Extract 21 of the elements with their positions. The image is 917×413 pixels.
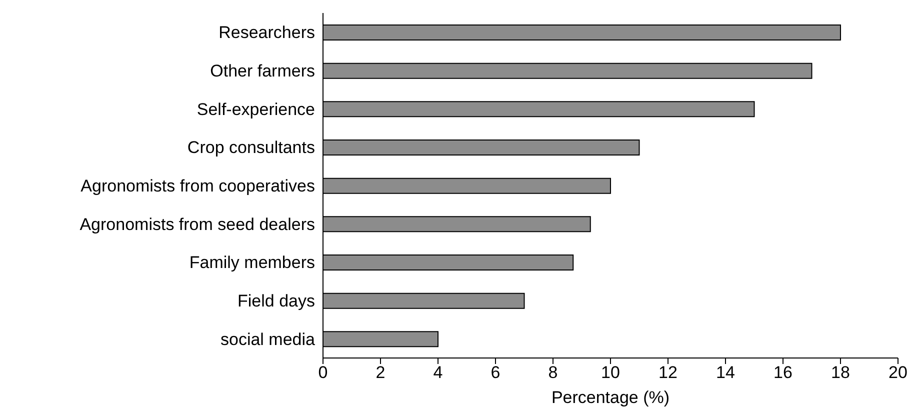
x-tick-label: 16 xyxy=(774,363,792,382)
x-tick-label: 2 xyxy=(376,363,386,382)
x-tick-label: 8 xyxy=(548,363,558,382)
x-axis-title: Percentage (%) xyxy=(551,388,670,407)
x-tick-label: 10 xyxy=(601,363,620,382)
x-tick-label: 14 xyxy=(716,363,735,382)
y-tick-label: social media xyxy=(220,330,316,349)
y-tick-label: Family members xyxy=(189,253,315,272)
y-tick-label: Agronomists from cooperatives xyxy=(80,176,315,196)
x-tick-label: 0 xyxy=(318,363,328,382)
y-tick-label: Self-experience xyxy=(196,100,315,119)
x-tick-label: 20 xyxy=(888,363,908,382)
y-tick-label: Other farmers xyxy=(210,62,315,81)
x-tick-label: 4 xyxy=(433,363,443,382)
x-tick-label: 18 xyxy=(831,363,850,382)
y-tick-label: Field days xyxy=(238,292,315,311)
y-tick-label: Crop consultants xyxy=(187,138,315,158)
x-tick-label: 12 xyxy=(658,363,678,382)
x-tick-label: 6 xyxy=(490,363,500,382)
y-tick-label: Agronomists from seed dealers xyxy=(80,214,315,234)
y-tick-label: Researchers xyxy=(218,23,315,42)
